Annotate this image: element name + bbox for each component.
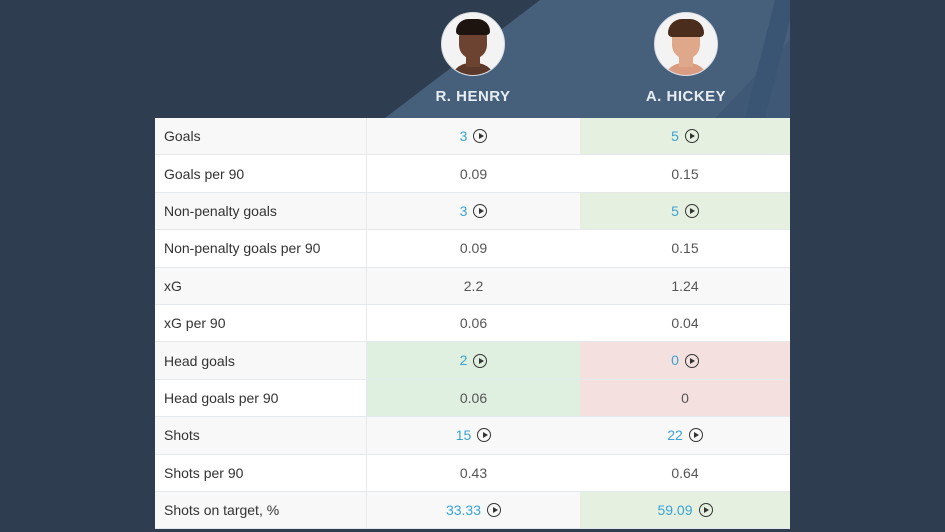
stat-value: 0.43: [459, 464, 488, 481]
play-video-icon[interactable]: [698, 503, 713, 518]
stat-value-player-2: 0.64: [580, 454, 790, 492]
stat-value-player-1: 0.06: [366, 304, 580, 343]
stat-label: Shots on target, %: [155, 491, 367, 530]
play-video-icon[interactable]: [473, 129, 488, 144]
stat-value-player-1: 3: [366, 118, 580, 156]
table-row: Goals 3 5: [155, 118, 790, 156]
stat-link[interactable]: 5: [671, 202, 679, 219]
stat-value: 0.04: [671, 315, 699, 332]
stat-value-player-2: 22: [580, 416, 790, 455]
play-video-icon[interactable]: [684, 129, 699, 144]
stat-value-player-1: 0.09: [366, 229, 580, 268]
stat-label: Head goals: [155, 341, 367, 380]
stat-label: xG per 90: [155, 304, 367, 343]
stat-value: 0.64: [671, 464, 699, 481]
table-row: xG 2.2 1.24: [155, 267, 790, 305]
stat-value: 0.15: [671, 240, 699, 257]
stat-value-player-1: 15: [366, 416, 580, 455]
play-video-icon[interactable]: [477, 428, 492, 443]
table-row: Shots 15 22: [155, 416, 790, 455]
stat-value: 0.15: [671, 165, 699, 182]
stat-value-player-1: 0.06: [366, 379, 580, 418]
play-video-icon[interactable]: [487, 503, 502, 518]
play-video-icon[interactable]: [684, 353, 699, 368]
stat-label: xG: [155, 267, 367, 305]
table-row: Head goals 2 0: [155, 341, 790, 380]
stat-value-player-2: 0.15: [580, 154, 790, 193]
stat-label: Non-penalty goals: [155, 192, 367, 231]
stat-link[interactable]: 3: [459, 128, 468, 145]
stat-value: 0.09: [459, 165, 488, 182]
stat-link[interactable]: 15: [455, 427, 472, 444]
stat-value: 1.24: [671, 277, 699, 294]
stat-link[interactable]: 3: [459, 202, 468, 219]
stat-value-player-2: 5: [580, 192, 790, 231]
table-row: Non-penalty goals per 90 0.09 0.15: [155, 229, 790, 268]
play-video-icon[interactable]: [473, 204, 488, 219]
stat-value-player-2: 0: [580, 341, 790, 380]
table-row: Shots on target, % 33.33 59.09: [155, 491, 790, 530]
player-1-name[interactable]: R. HENRY: [435, 88, 511, 105]
stat-link[interactable]: 22: [667, 427, 683, 444]
play-video-icon[interactable]: [688, 428, 703, 443]
stat-link[interactable]: 2: [459, 352, 468, 369]
stat-value: 0.06: [459, 389, 488, 406]
table-row: Head goals per 90 0.06 0: [155, 379, 790, 418]
player-1: R. HENRY: [373, 12, 573, 105]
player-comparison-panel: R. HENRY A. HICKEY Goals 3 5 Goals per 90 0.…: [155, 0, 790, 532]
stat-value-player-1: 0.43: [366, 454, 580, 492]
stat-value-player-2: 0.04: [580, 304, 790, 343]
stat-link[interactable]: 59.09: [657, 501, 693, 518]
avatar-r-henry[interactable]: [441, 12, 505, 76]
player-2: A. HICKEY: [586, 12, 786, 105]
stat-value-player-1: 2.2: [366, 267, 580, 305]
stat-link[interactable]: 0: [671, 352, 679, 369]
stat-value-player-1: 33.33: [366, 491, 580, 530]
stat-value: 2.2: [463, 277, 484, 294]
stat-value: 0.09: [459, 240, 488, 257]
avatar-a-hickey[interactable]: [654, 12, 718, 76]
stat-label: Goals: [155, 118, 367, 156]
stat-label: Shots: [155, 416, 367, 455]
stat-value-player-1: 2: [366, 341, 580, 380]
stat-value-player-2: 59.09: [580, 491, 790, 530]
stat-value-player-2: 0: [580, 379, 790, 418]
stat-label: Non-penalty goals per 90: [155, 229, 367, 268]
stat-value: 0: [681, 389, 689, 406]
player-2-name[interactable]: A. HICKEY: [645, 88, 727, 105]
stat-link[interactable]: 33.33: [445, 501, 482, 518]
stat-label: Goals per 90: [155, 154, 367, 193]
stat-label: Shots per 90: [155, 454, 367, 492]
comparison-header: R. HENRY A. HICKEY: [155, 0, 790, 118]
table-row: Shots per 90 0.43 0.64: [155, 454, 790, 492]
stats-table: Goals 3 5 Goals per 90 0.09 0.15 Non-penalty g…: [155, 118, 790, 530]
stat-link[interactable]: 5: [671, 128, 679, 145]
play-video-icon[interactable]: [684, 204, 699, 219]
stat-value-player-2: 0.15: [580, 229, 790, 268]
stat-value-player-2: 5: [580, 118, 790, 156]
table-row: xG per 90 0.06 0.04: [155, 304, 790, 343]
stat-value-player-1: 0.09: [366, 154, 580, 193]
table-row: Goals per 90 0.09 0.15: [155, 154, 790, 193]
play-video-icon[interactable]: [473, 353, 488, 368]
stat-label: Head goals per 90: [155, 379, 367, 418]
stat-value: 0.06: [459, 315, 488, 332]
stat-value-player-1: 3: [366, 192, 580, 231]
stat-value-player-2: 1.24: [580, 267, 790, 305]
table-row: Non-penalty goals 3 5: [155, 192, 790, 231]
